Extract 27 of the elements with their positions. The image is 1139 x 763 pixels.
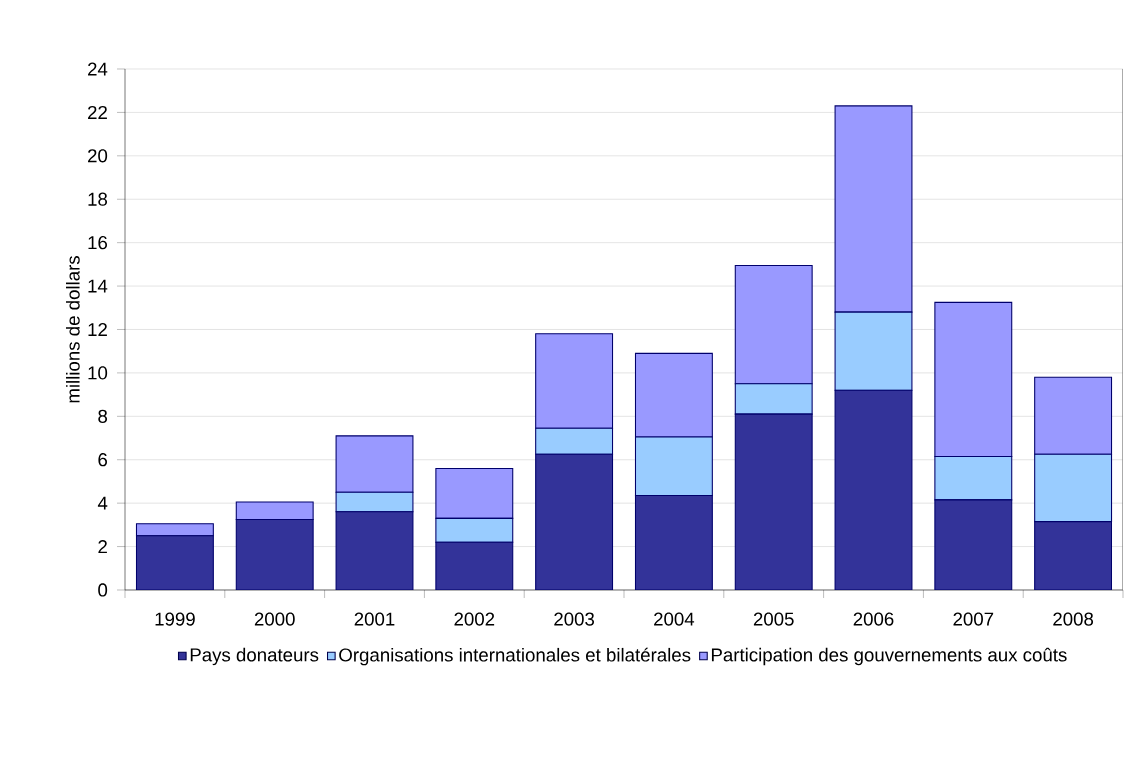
y-tick-label: 18	[88, 192, 108, 206]
y-tick-label: 6	[98, 453, 108, 467]
y-tick-label: 20	[88, 149, 108, 163]
y-tick-label: 16	[88, 236, 108, 250]
y-tick-label: 14	[88, 279, 108, 293]
legend-label: Pays donateurs	[190, 647, 319, 666]
x-tick-label: 2002	[454, 612, 495, 626]
x-tick-label: 1999	[155, 612, 195, 626]
x-tick-label: 2003	[554, 612, 595, 626]
y-tick-label: 0	[98, 583, 108, 597]
x-tick-label: 2004	[654, 612, 695, 626]
y-tick-label: 12	[88, 322, 107, 336]
y-tick-label: 24	[88, 62, 108, 76]
x-tick-label: 2007	[953, 612, 994, 626]
x-tick-label: 2000	[254, 612, 295, 626]
y-tick-label: 8	[98, 409, 108, 423]
x-tick-label: 2008	[1053, 612, 1094, 626]
y-tick-label: 10	[88, 366, 108, 380]
legend-label: Organisations internationales et bilatérales	[339, 647, 691, 666]
x-tick-label: 2006	[853, 612, 894, 626]
y-tick-label: 2	[98, 540, 107, 554]
y-tick-label: 22	[88, 105, 107, 119]
x-tick-label: 2001	[354, 612, 395, 626]
x-tick-label: 2005	[753, 612, 794, 626]
y-tick-label: 4	[97, 496, 108, 510]
y-axis-title: millions de dollars	[66, 256, 80, 403]
legend-label: Participation des gouvernements aux coûts	[711, 647, 1067, 666]
